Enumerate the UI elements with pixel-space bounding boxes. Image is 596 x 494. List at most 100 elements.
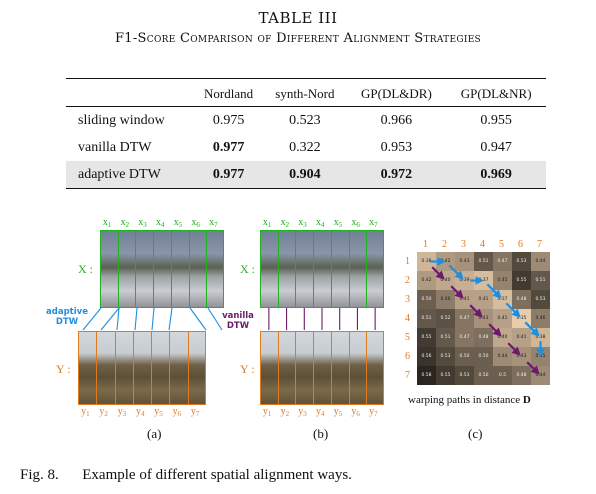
matrix-row-index: 6 <box>405 351 410 362</box>
table-cell: 0.972 <box>347 161 447 188</box>
table-header-cell: GP(DL&DR) <box>347 80 447 107</box>
row-method: adaptive DTW <box>66 161 194 188</box>
row-method: vanilla DTW <box>66 134 194 161</box>
vanilla-dtw-lines <box>260 306 390 332</box>
x-index-row: x1 x2 x3 x4 x5 x6 x7 <box>100 217 224 231</box>
vanilla-dtw-label-line1: vanilla <box>212 311 264 321</box>
matrix-column-index: 2 <box>442 239 447 250</box>
table-header-row: Nordland synth-Nord GP(DL&DR) GP(DL&NR) <box>66 80 546 107</box>
x-index-label: x3 <box>138 217 147 229</box>
x-index-label: x1 <box>263 217 272 229</box>
summer-frame-strip <box>260 331 384 405</box>
y-index-label: y7 <box>191 406 200 418</box>
matrix-column-index: 3 <box>461 239 466 250</box>
x-index-label: x4 <box>316 217 325 229</box>
table-bottom-rule <box>66 188 546 189</box>
matrix-column-index: 7 <box>537 239 542 250</box>
results-table: Nordland synth-Nord GP(DL&DR) GP(DL&NR) … <box>66 80 546 188</box>
x-index-label: x7 <box>369 217 378 229</box>
table-cell: 0.977 <box>194 134 263 161</box>
vanilla-path-arrow <box>451 286 461 296</box>
vanilla-dtw-label-line2: DTW <box>212 321 264 331</box>
x-index-label: x4 <box>156 217 165 229</box>
y-index-row: y1 y2 y3 y4 y5 y6 y7 <box>260 406 384 420</box>
summer-frame-strip <box>78 331 206 405</box>
y-index-label: y5 <box>154 406 163 418</box>
matrix-column-indices: 1 2 3 4 5 6 7 <box>417 239 550 252</box>
table-cell: 0.523 <box>263 107 346 134</box>
table-cell: 0.966 <box>347 107 447 134</box>
matrix-row-index: 3 <box>405 294 410 305</box>
matrix-caption: warping paths in distance D <box>408 394 531 406</box>
panel-a-label: (a) <box>147 426 161 442</box>
table-title: F1-Score Comparison of Different Alignme… <box>0 31 596 46</box>
x-index-label: x7 <box>209 217 218 229</box>
table-cell: 0.969 <box>446 161 546 188</box>
panel-b-label: (b) <box>313 426 328 442</box>
vanilla-dtw-label: vanilla DTW <box>212 311 264 331</box>
figure-caption-text: Example of different spatial alignment w… <box>82 467 352 483</box>
matrix-row-index: 7 <box>405 370 410 381</box>
x-sequence-label: X : <box>78 262 93 277</box>
y-index-label: y3 <box>118 406 127 418</box>
matrix-row-index: 2 <box>405 275 410 286</box>
vanilla-path-arrow <box>508 343 518 353</box>
y-sequence-label: Y : <box>240 362 255 377</box>
x-index-label: x1 <box>103 217 112 229</box>
table-cell: 0.953 <box>347 134 447 161</box>
y-index-label: y1 <box>263 406 272 418</box>
vanilla-path-arrow <box>489 324 499 334</box>
y-sequence-label: Y : <box>56 362 71 377</box>
table-cell: 0.975 <box>194 107 263 134</box>
y-index-label: y4 <box>136 406 145 418</box>
x-index-label: x6 <box>191 217 200 229</box>
x-index-label: x5 <box>334 217 343 229</box>
x-index-label: x2 <box>121 217 130 229</box>
y-index-label: y6 <box>173 406 182 418</box>
figure-caption-label: Fig. 8. <box>20 467 59 483</box>
y-index-label: y7 <box>369 406 378 418</box>
panel-c-label: (c) <box>468 426 482 442</box>
y-index-label: y5 <box>334 406 343 418</box>
matrix-column-index: 5 <box>499 239 504 250</box>
matrix-column-index: 6 <box>518 239 523 250</box>
vanilla-path-arrow <box>470 305 480 315</box>
warping-path-arrows <box>417 252 550 385</box>
table-header-cell <box>66 80 194 107</box>
matrix-caption-text: warping paths in distance <box>408 394 523 406</box>
table-row: adaptive DTW 0.977 0.904 0.972 0.969 <box>66 161 546 188</box>
frame-border <box>100 230 224 308</box>
matrix-row-index: 4 <box>405 313 410 324</box>
table-header-cell: synth-Nord <box>263 80 346 107</box>
matrix-column-index: 1 <box>423 239 428 250</box>
table-cell: 0.947 <box>446 134 546 161</box>
y-index-label: y3 <box>298 406 307 418</box>
adaptive-path-arrow <box>487 284 498 295</box>
y-index-label: y1 <box>81 406 90 418</box>
table-header-cell: GP(DL&NR) <box>446 80 546 107</box>
y-index-row: y1 y2 y3 y4 y5 y6 y7 <box>78 406 206 420</box>
table-cell: 0.977 <box>194 161 263 188</box>
y-index-label: y4 <box>316 406 325 418</box>
matrix-row-index: 5 <box>405 332 410 343</box>
x-index-label: x3 <box>298 217 307 229</box>
vanilla-path-arrow <box>432 267 442 277</box>
winter-frame-strip <box>260 230 384 308</box>
x-sequence-label: X : <box>240 262 255 277</box>
matrix-column-index: 4 <box>480 239 485 250</box>
winter-frame-strip <box>100 230 224 308</box>
table-cell: 0.955 <box>446 107 546 134</box>
table-row: vanilla DTW 0.977 0.322 0.953 0.947 <box>66 134 546 161</box>
matrix-row-index: 1 <box>405 256 410 267</box>
x-index-label: x6 <box>351 217 360 229</box>
x-index-label: x2 <box>281 217 290 229</box>
table-row: sliding window 0.975 0.523 0.966 0.955 <box>66 107 546 134</box>
table-number: TABLE III <box>0 9 596 27</box>
adaptive-path-arrow <box>525 322 536 333</box>
vanilla-path-arrow <box>527 362 537 372</box>
frame-border <box>260 230 384 308</box>
y-index-label: y2 <box>281 406 290 418</box>
adaptive-dtw-lines <box>70 306 230 332</box>
table-cell: 0.322 <box>263 134 346 161</box>
frame-border <box>78 331 206 405</box>
